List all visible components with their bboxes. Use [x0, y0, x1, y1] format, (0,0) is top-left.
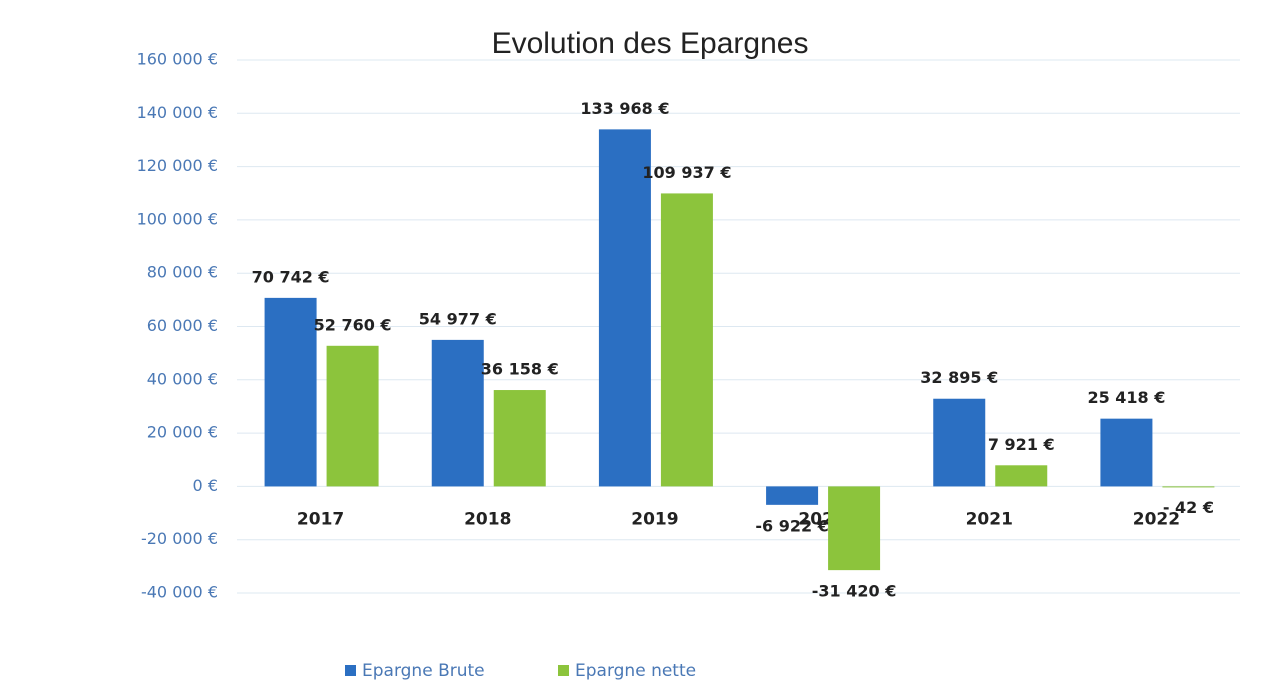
legend-label: Epargne Brute: [362, 661, 485, 681]
x-tick-label: 2021: [966, 509, 1013, 529]
value-label: 32 895 €: [920, 368, 998, 387]
legend-label: Epargne nette: [575, 661, 696, 681]
bar: [828, 486, 881, 571]
value-label: 133 968 €: [580, 99, 669, 118]
y-tick-label: 140 000 €: [137, 103, 218, 122]
y-tick-label: -40 000 €: [141, 583, 218, 602]
y-tick-label: 60 000 €: [147, 316, 218, 335]
value-label: 70 742 €: [252, 267, 330, 286]
bar: [326, 345, 379, 487]
value-label: 52 760 €: [314, 315, 392, 334]
y-tick-label: 160 000 €: [137, 50, 218, 69]
y-tick-label: 120 000 €: [137, 156, 218, 175]
bar: [660, 193, 713, 487]
value-label: 54 977 €: [419, 309, 497, 328]
value-label: 109 937 €: [642, 163, 731, 182]
legend-swatch: [558, 665, 569, 676]
bar: [995, 465, 1048, 487]
legend-swatch: [345, 665, 356, 676]
value-label: -6 922 €: [755, 516, 828, 535]
bar: [933, 398, 986, 487]
value-label: - 42 €: [1163, 498, 1214, 517]
x-tick-label: 2017: [297, 509, 344, 529]
x-tick-label: 2018: [464, 509, 511, 529]
y-tick-label: 0 €: [193, 476, 218, 495]
value-label: 7 921 €: [988, 435, 1055, 454]
bar: [1100, 418, 1153, 487]
y-tick-label: -20 000 €: [141, 529, 218, 548]
chart-title: Evolution des Epargnes: [492, 27, 809, 60]
y-tick-label: 80 000 €: [147, 263, 218, 282]
y-tick-label: 100 000 €: [137, 209, 218, 228]
bar: [264, 297, 317, 487]
y-tick-label: 40 000 €: [147, 369, 218, 388]
y-tick-label: 20 000 €: [147, 423, 218, 442]
bar: [598, 129, 651, 487]
bar: [431, 339, 484, 487]
value-label: 36 158 €: [481, 360, 559, 379]
value-label: -31 420 €: [812, 582, 897, 601]
value-label: 25 418 €: [1087, 388, 1165, 407]
x-tick-label: 2022: [1133, 509, 1180, 529]
bar: [766, 486, 819, 505]
x-tick-label: 2019: [631, 509, 678, 529]
bar: [1162, 486, 1215, 488]
bar: [493, 390, 546, 487]
